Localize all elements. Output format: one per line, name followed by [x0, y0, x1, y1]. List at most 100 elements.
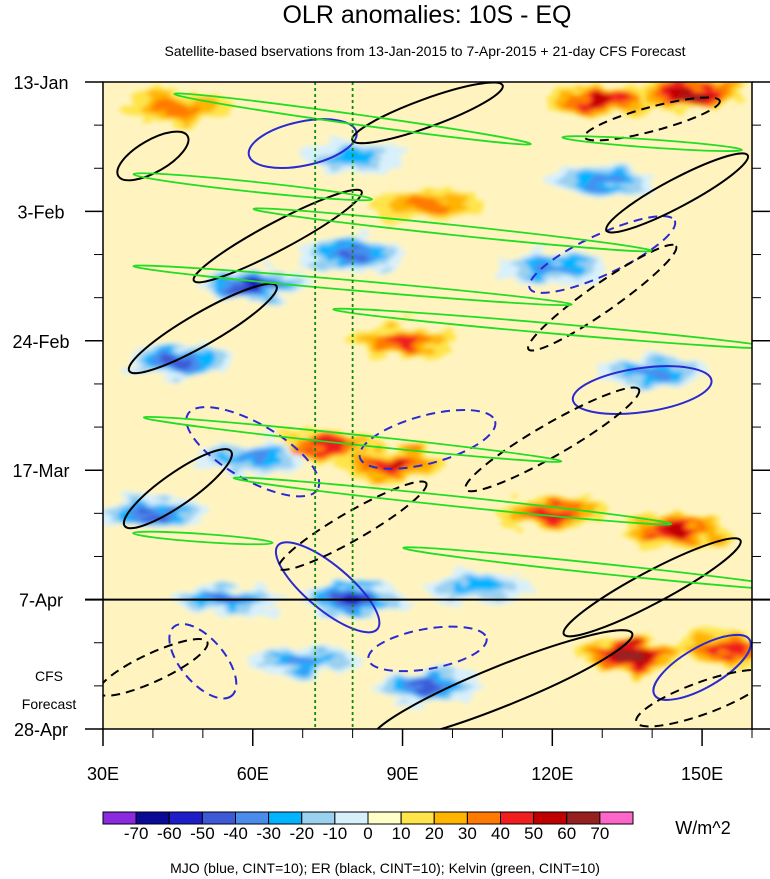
anomaly-cell	[240, 281, 266, 290]
er-contour	[127, 282, 278, 375]
footer-caption: MJO (blue, CINT=10); ER (black, CINT=10)…	[170, 860, 600, 876]
plot-frame	[102, 81, 753, 730]
wave-contours	[103, 82, 752, 729]
y-axis: 13-Jan 3-Feb 24-Feb 17-Mar 7-Apr 28-Apr	[12, 73, 770, 740]
colorbar-tick-label: 70	[590, 824, 609, 843]
er-contour	[562, 537, 742, 638]
colorbar-swatch	[500, 811, 535, 825]
colorbar-swatch	[135, 811, 170, 825]
kelvin-contour	[252, 207, 653, 253]
x-axis: 30E 60E 90E 120E 150E	[87, 729, 753, 784]
er-contour	[116, 130, 190, 182]
chart-title: OLR anomalies: 10S - EQ	[282, 1, 571, 29]
anomaly-cell	[679, 90, 705, 99]
anomaly-cell	[583, 174, 621, 187]
chart-subtitle: Satellite-based bservations from 13-Jan-…	[165, 43, 686, 59]
er-contour	[192, 188, 363, 284]
colorbar-swatch	[235, 811, 270, 825]
anomaly-cell	[708, 643, 746, 655]
colorbar-tick-label: 0	[363, 824, 372, 843]
er-contour	[605, 152, 750, 234]
anomaly-cell	[403, 197, 452, 213]
mjo-contour	[274, 541, 381, 634]
forecast-label-line1: CFS	[35, 668, 63, 684]
colorbar-tick-label: 20	[425, 824, 444, 843]
anomaly-cell	[384, 335, 421, 347]
colorbar-tick-label: -60	[157, 824, 182, 843]
colorbar-tick-label: -40	[223, 824, 248, 843]
colorbar-tick-label: 50	[524, 824, 543, 843]
colorbar-swatch	[566, 811, 601, 825]
colorbar-swatch	[400, 811, 435, 825]
er-contour	[103, 638, 209, 697]
y-tick-label: 13-Jan	[13, 73, 68, 93]
anomaly-cell	[534, 261, 571, 273]
er-contour	[583, 96, 721, 142]
er-contour	[277, 480, 428, 571]
x-tick-label: 150E	[681, 764, 723, 784]
anomaly-cell	[377, 459, 408, 469]
colorbar-swatch	[599, 811, 634, 825]
kelvin-contour	[402, 546, 752, 592]
y-tick-label: 24-Feb	[12, 332, 69, 352]
anomaly-cell	[284, 655, 321, 667]
colorbar-swatch	[466, 811, 501, 825]
anomaly-cell	[587, 95, 618, 106]
colorbar-unit: W/m^2	[675, 818, 730, 838]
plot-area	[103, 82, 752, 729]
colorbar-swatch	[168, 811, 203, 825]
colorbar-tick-label: 30	[458, 824, 477, 843]
y-tick-label: 7-Apr	[19, 591, 63, 611]
anomaly-cell	[412, 681, 443, 691]
forecast-label-line2: Forecast	[22, 696, 77, 712]
x-tick-label: 90E	[387, 764, 419, 784]
kelvin-contour	[132, 530, 274, 546]
colorbar-swatch	[102, 811, 137, 825]
x-tick-label: 120E	[531, 764, 573, 784]
mjo-contour	[358, 408, 497, 470]
kelvin-contour	[332, 307, 752, 350]
mjo-contour	[367, 625, 488, 673]
colorbar-swatch	[268, 811, 303, 825]
mjo-contour	[652, 633, 752, 701]
colorbar-tick-label: 10	[392, 824, 411, 843]
x-tick-label: 30E	[87, 764, 119, 784]
y-tick-label: 28-Apr	[14, 720, 68, 740]
kelvin-contour	[232, 476, 673, 526]
colorbar: -70 -60 -50 -40 -30 -20 -10 0 10 20 30 40 50 60 70	[102, 811, 634, 843]
anomaly-cell	[662, 527, 693, 537]
colorbar-tick-label: -70	[124, 824, 149, 843]
colorbar-swatch	[301, 811, 336, 825]
kelvin-contour	[132, 172, 374, 202]
anomaly-cell	[137, 508, 168, 518]
y-tick-label: 17-Mar	[12, 461, 69, 481]
colorbar-swatch	[201, 811, 236, 825]
colorbar-tick-label: -10	[323, 824, 348, 843]
anomaly-cell	[234, 452, 272, 464]
er-contour	[464, 386, 641, 493]
anomaly-cell	[614, 651, 640, 659]
colorbar-tick-label: -50	[190, 824, 215, 843]
mjo-contour	[185, 406, 321, 498]
colorbar-tick-label: 60	[557, 824, 576, 843]
er-contour	[527, 243, 678, 352]
y-tick-label: 3-Feb	[17, 202, 64, 222]
kelvin-contour	[561, 135, 743, 152]
mjo-contour	[168, 622, 238, 700]
colorbar-swatch	[533, 811, 568, 825]
colorbar-tick-label: -30	[256, 824, 281, 843]
colorbar-swatch	[334, 811, 369, 825]
colorbar-swatch	[367, 811, 402, 825]
x-tick-label: 60E	[237, 764, 269, 784]
colorbar-tick-label: 40	[491, 824, 510, 843]
colorbar-swatch	[433, 811, 468, 825]
er-contour	[122, 448, 233, 530]
anomaly-cell	[453, 579, 502, 595]
er-contour	[371, 629, 634, 729]
colorbar-tick-label: -20	[289, 824, 314, 843]
anomaly-cell	[337, 249, 368, 260]
mjo-contour	[571, 365, 713, 415]
anomaly-cell	[154, 99, 202, 114]
mjo-contour	[528, 215, 677, 294]
